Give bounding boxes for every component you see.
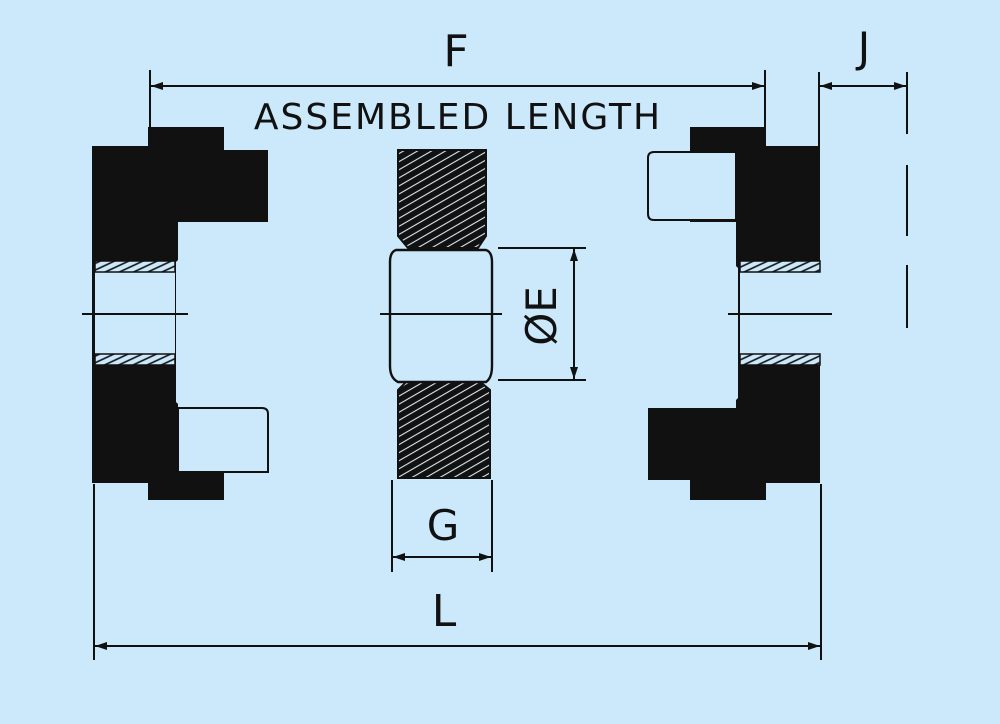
stud-shank [388,248,494,384]
label-G: G [427,501,460,550]
dimension-F [149,70,766,128]
left-hub-jaw-bottom [177,407,269,473]
stud-knurl-bottom [397,379,491,479]
dimension-J [818,72,908,328]
dimension-G [391,480,493,572]
dimension-E [498,247,586,381]
label-F: F [443,26,468,77]
right-hub-thread-bottom [739,353,821,366]
dimension-L [93,484,822,660]
left-hub-body [92,127,268,500]
right-hub-jaw-top [647,151,737,221]
label-diameter-E: ØE [517,286,566,346]
left-hub-thread-bottom [94,353,176,366]
stud-knurl-top [397,149,487,249]
left-hub-thread-top [94,260,176,273]
right-hub [647,127,832,500]
label-L: L [432,586,457,637]
label-J: J [855,23,870,72]
right-hub-thread-top [739,260,821,273]
label-assembled-length: ASSEMBLED LENGTH [254,97,662,138]
left-hub [82,127,269,500]
center-stud [380,149,502,479]
